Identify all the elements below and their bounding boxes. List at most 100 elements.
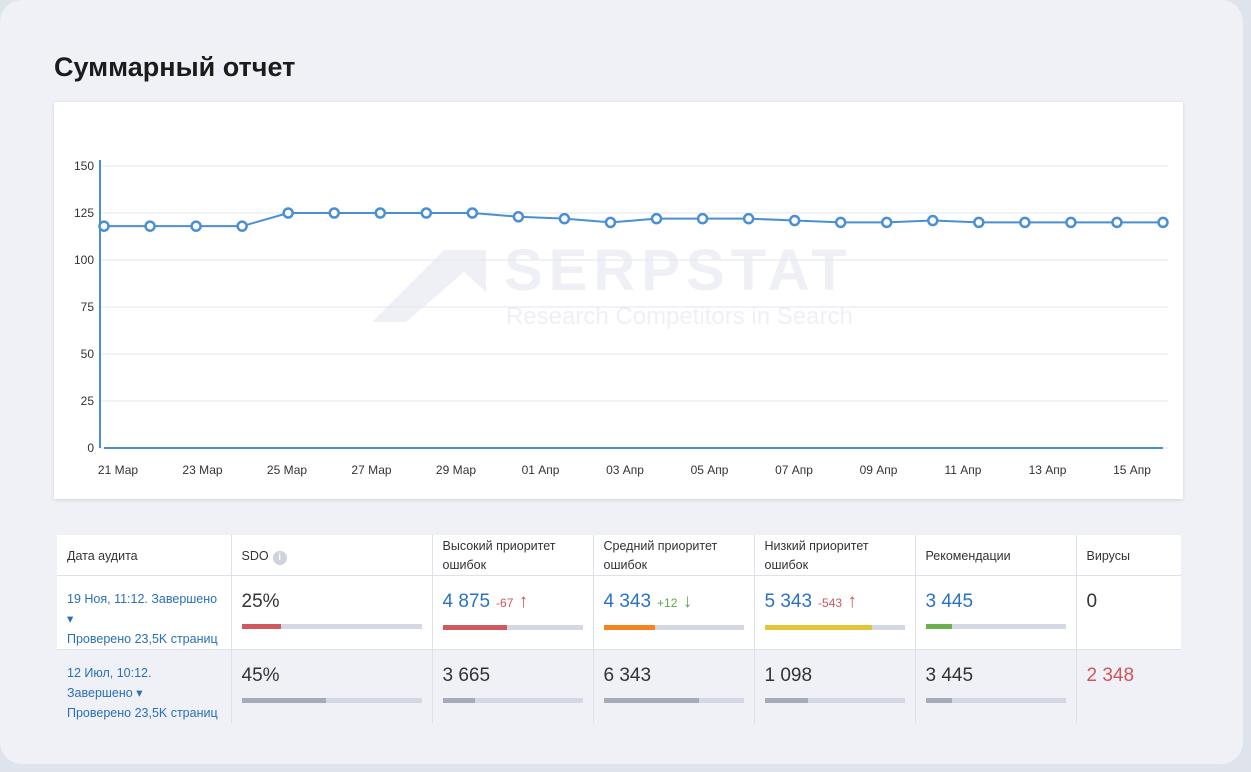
data-point [420, 207, 433, 219]
x-tick-label: 29 Мар [436, 463, 476, 477]
table-row: 12 Июл, 10:12. Завершено ▾ Проверено 23,5… [57, 649, 1181, 723]
x-tick-label: 23 Мар [182, 463, 222, 477]
data-point [742, 212, 755, 225]
low-value[interactable]: 5 343 [764, 591, 813, 612]
header-date: Дата аудита [57, 535, 232, 576]
chart-card: SERPSTAT Research Competitors in Search 0 2… [54, 102, 1183, 499]
y-tick-label: 125 [74, 206, 94, 220]
header-mid: Средний приоритет ошибок [593, 535, 755, 576]
mid-value: 6 343 [603, 665, 652, 686]
bar-fill [925, 624, 953, 629]
data-point [236, 220, 248, 232]
mid-bar [603, 698, 744, 703]
low-bar [764, 698, 905, 703]
bar-fill [241, 698, 327, 703]
bar-fill [442, 625, 507, 630]
caret-down-icon: ▾ [136, 686, 143, 700]
audit-date: 12 Июл, 10:12. Завершено [67, 666, 152, 700]
data-point [1065, 216, 1077, 229]
high-delta: -67 [496, 596, 514, 610]
data-point [880, 216, 893, 229]
data-point [1111, 216, 1123, 229]
data-point [282, 207, 294, 219]
data-point [328, 207, 340, 219]
mid-value[interactable]: 4 343 [603, 591, 652, 612]
audit-date: 19 Ноя, 11:12. Завершено [67, 592, 218, 606]
data-point [512, 211, 525, 223]
table-header: Дата аудита SDO i Высокий приоритет ошибо… [57, 535, 1181, 576]
y-tick-label: 25 [81, 394, 95, 408]
pages-checked: Проверено 23,5K страниц [67, 706, 218, 720]
header-sdo-label: SDO [241, 548, 269, 563]
low-bar [764, 625, 905, 630]
recommendations-bar [925, 624, 1066, 629]
x-tick-label: 11 Апр [945, 463, 982, 477]
caret-down-icon: ▾ [67, 612, 74, 626]
data-point [190, 220, 202, 232]
data-point [696, 212, 709, 225]
data-point [144, 220, 156, 232]
data-point [604, 216, 617, 229]
x-tick-label: 03 Апр [606, 463, 644, 477]
audit-date-cell: 19 Ноя, 11:12. Завершено ▾ Проверено 23,5… [57, 575, 232, 650]
x-tick-label: 25 Мар [267, 463, 307, 477]
header-sdo: SDO i [231, 535, 433, 576]
viruses-value[interactable]: 2 348 [1086, 665, 1135, 686]
recommendations-value[interactable]: 3 445 [925, 591, 974, 612]
pages-checked: Проверено 23,5K страниц [67, 632, 218, 646]
info-icon[interactable]: i [272, 550, 287, 565]
bar-fill [603, 625, 656, 630]
bar-fill [764, 625, 873, 630]
bar-fill [442, 698, 475, 703]
recommendations-value: 3 445 [925, 665, 974, 686]
series-line-main [104, 212, 1163, 228]
header-viruses: Вирусы [1076, 535, 1181, 576]
high-value: 3 665 [442, 665, 491, 686]
data-point [834, 216, 847, 229]
high-value[interactable]: 4 875 [442, 591, 491, 612]
data-point [927, 214, 939, 227]
header-low: Низкий приоритет ошибок [754, 535, 916, 576]
y-tick-label: 75 [81, 300, 95, 314]
sdo-bar [241, 698, 422, 703]
viruses-value: 0 [1086, 591, 1098, 612]
data-point [973, 216, 985, 229]
arrow-down-icon: ↓ [682, 591, 693, 612]
bar-fill [925, 698, 953, 703]
data-point [558, 212, 571, 225]
data-point [1019, 216, 1031, 229]
y-tick-label: 150 [74, 159, 94, 173]
watermark-logo-icon [372, 250, 486, 322]
page-title: Суммарный отчет [54, 52, 296, 82]
sdo-value: 25% [241, 591, 280, 612]
x-tick-label: 21 Мар [98, 463, 138, 477]
x-tick-label: 09 Апр [860, 463, 898, 477]
mid-delta: +12 [657, 596, 678, 610]
data-point [650, 212, 663, 225]
audit-table: Дата аудита SDO i Высокий приоритет ошибо… [57, 535, 1181, 723]
high-bar [442, 698, 583, 703]
x-tick-label: 01 Апр [522, 463, 560, 477]
bar-fill [603, 698, 699, 703]
sdo-value: 45% [241, 665, 280, 686]
header-recommendations: Рекомендации [915, 535, 1077, 576]
high-bar [442, 625, 583, 630]
x-tick-label: 13 Апр [1029, 463, 1067, 477]
x-tick-label: 07 Апр [775, 463, 813, 477]
header-high: Высокий приоритет ошибок [432, 535, 594, 576]
data-point [466, 207, 479, 219]
low-delta: -543 [818, 596, 843, 610]
table-row: 19 Ноя, 11:12. Завершено ▾ Проверено 23,5… [57, 575, 1181, 650]
x-tick-label: 05 Апр [691, 463, 729, 477]
bar-fill [764, 698, 808, 703]
sdo-bar [241, 624, 422, 629]
y-tick-label: 100 [74, 253, 94, 267]
y-tick-label: 50 [81, 347, 95, 361]
y-tick-label: 0 [87, 441, 94, 455]
audit-date-dropdown[interactable]: 12 Июл, 10:12. Завершено ▾ [67, 663, 221, 703]
audit-date-dropdown[interactable]: 19 Ноя, 11:12. Завершено ▾ [67, 589, 221, 629]
recommendations-bar [925, 698, 1066, 703]
data-point [1157, 216, 1169, 229]
